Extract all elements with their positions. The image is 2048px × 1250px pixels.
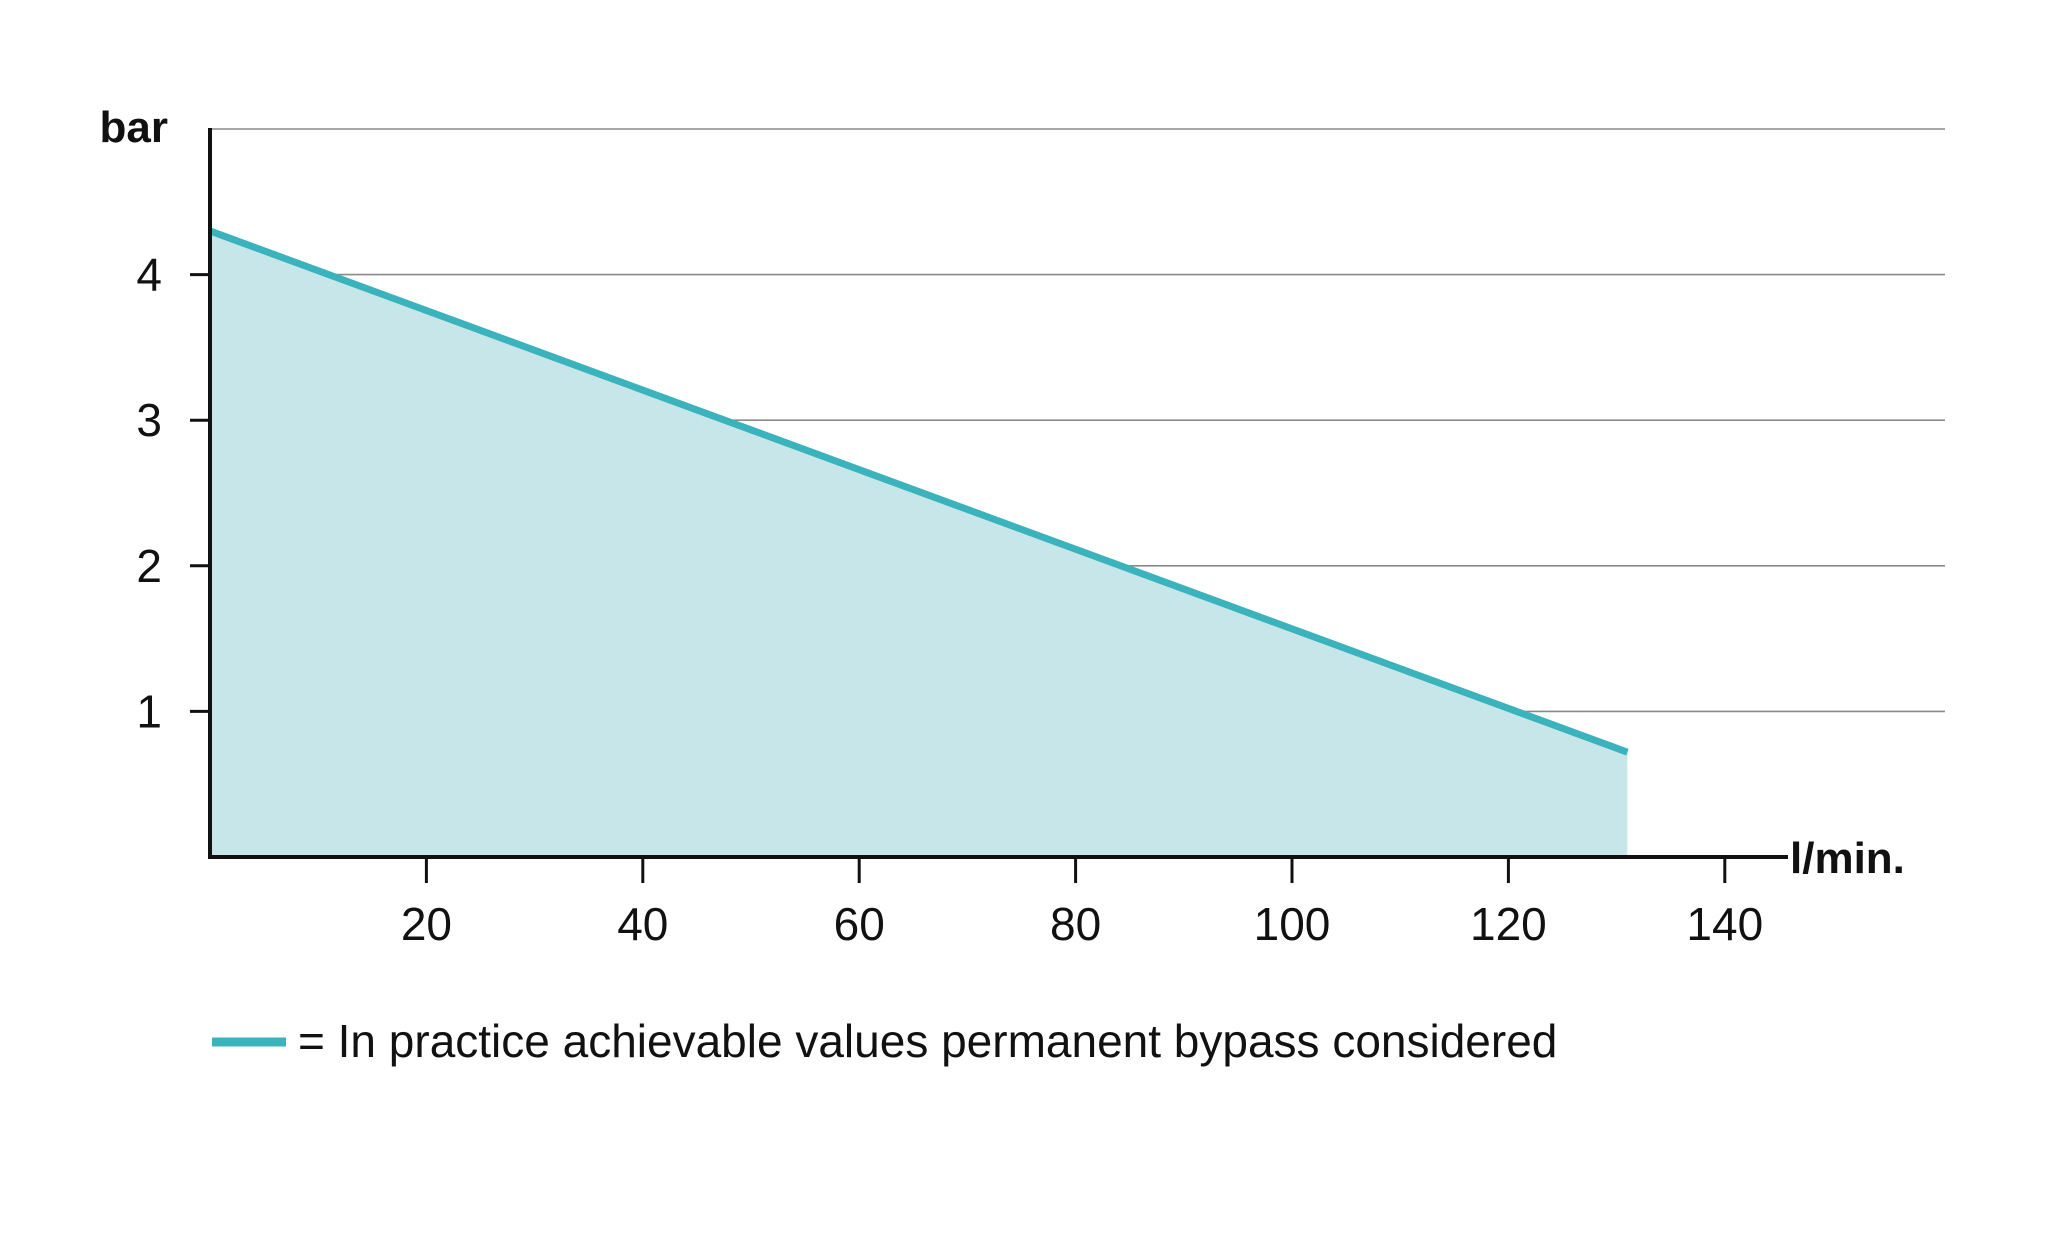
series-line (208, 227, 1629, 756)
x-tick-label-120: 120 (1470, 898, 1547, 950)
y-tick-label-4: 4 (136, 249, 162, 301)
x-tick-label-40: 40 (617, 898, 668, 950)
x-tick-label-140: 140 (1686, 898, 1763, 950)
area-fill (210, 230, 1628, 858)
axes (208, 128, 1788, 859)
x-tick-label-100: 100 (1254, 898, 1331, 950)
x-axis-label: l/min. (1790, 834, 1905, 883)
plot-area (208, 227, 1629, 858)
y-tick-label-3: 3 (136, 394, 162, 446)
y-tick-label-1: 1 (136, 685, 162, 737)
x-tick-label-80: 80 (1050, 898, 1101, 950)
x-tick-label-60: 60 (834, 898, 885, 950)
y-tick-label-2: 2 (136, 540, 162, 592)
ticks: 1 2 3 4 20 40 60 80 100 120 140 (136, 249, 1763, 950)
y-axis-label: bar (100, 103, 168, 152)
x-tick-label-20: 20 (401, 898, 452, 950)
legend: = In practice achievable values permanen… (212, 1015, 1557, 1067)
legend-label: = In practice achievable values permanen… (298, 1015, 1557, 1067)
